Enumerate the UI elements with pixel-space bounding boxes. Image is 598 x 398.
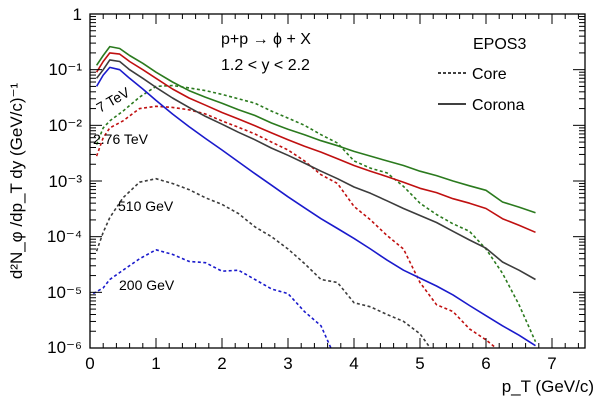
x-axis-title: p_T (GeV/c) [502, 377, 594, 396]
x-tick-label: 6 [481, 354, 490, 373]
y-tick-label: 1 [73, 5, 82, 24]
x-tick-label: 4 [349, 354, 358, 373]
series-line-200gev-corona [95, 66, 536, 347]
x-tick-label: 1 [151, 354, 160, 373]
y-axis-title: d²N_φ /dp_T dy (GeV/c)⁻¹ [7, 82, 26, 279]
energy-label-7tev: 7 TeV [94, 84, 133, 116]
series-line-276tev-core [95, 105, 498, 348]
y-tick-label: 10⁻³ [48, 172, 82, 191]
x-tick-label: 7 [547, 354, 556, 373]
series-line-510gev-corona [95, 59, 536, 281]
x-tick-label: 3 [283, 354, 292, 373]
y-tick-label: 10⁻⁵ [47, 283, 82, 302]
legend: Core Corona [438, 66, 525, 114]
x-tick-labels: 0 1 2 3 4 5 6 7 [85, 354, 556, 373]
y-tick-labels: 1 10⁻¹ 10⁻² 10⁻³ 10⁻⁴ 10⁻⁵ 10⁻⁶ [47, 5, 83, 357]
x-tick-label: 5 [415, 354, 424, 373]
legend-corona-label: Corona [472, 97, 525, 114]
series-line-7tev-core [95, 84, 537, 343]
rapidity-label: 1.2 < y < 2.2 [221, 57, 310, 74]
y-tick-label: 10⁻⁴ [47, 227, 82, 246]
x-tick-label: 2 [217, 354, 226, 373]
energy-label-200gev: 200 GeV [119, 277, 175, 293]
y-tick-label: 10⁻² [48, 116, 82, 135]
plot-frame [89, 13, 586, 349]
axis-ticks [89, 13, 585, 349]
y-tick-label: 10⁻⁶ [47, 338, 82, 357]
series-layer [92, 45, 537, 348]
annotations: p+p → ϕ + X 1.2 < y < 2.2 EPOS3 [221, 31, 526, 74]
series-line-200gev-core [92, 249, 332, 348]
model-label: EPOS3 [473, 36, 526, 53]
series-line-276tev-corona [95, 52, 536, 234]
reaction-label: p+p → ϕ + X [221, 31, 311, 48]
x-tick-label: 0 [85, 354, 94, 373]
series-line-510gev-core [95, 177, 432, 348]
energy-label-276tev: 2.76 TeV [93, 131, 149, 147]
series-line-7tev-corona [95, 45, 536, 214]
y-tick-label: 10⁻¹ [48, 60, 82, 79]
energy-label-510gev: 510 GeV [118, 198, 174, 214]
legend-core-label: Core [472, 66, 507, 83]
